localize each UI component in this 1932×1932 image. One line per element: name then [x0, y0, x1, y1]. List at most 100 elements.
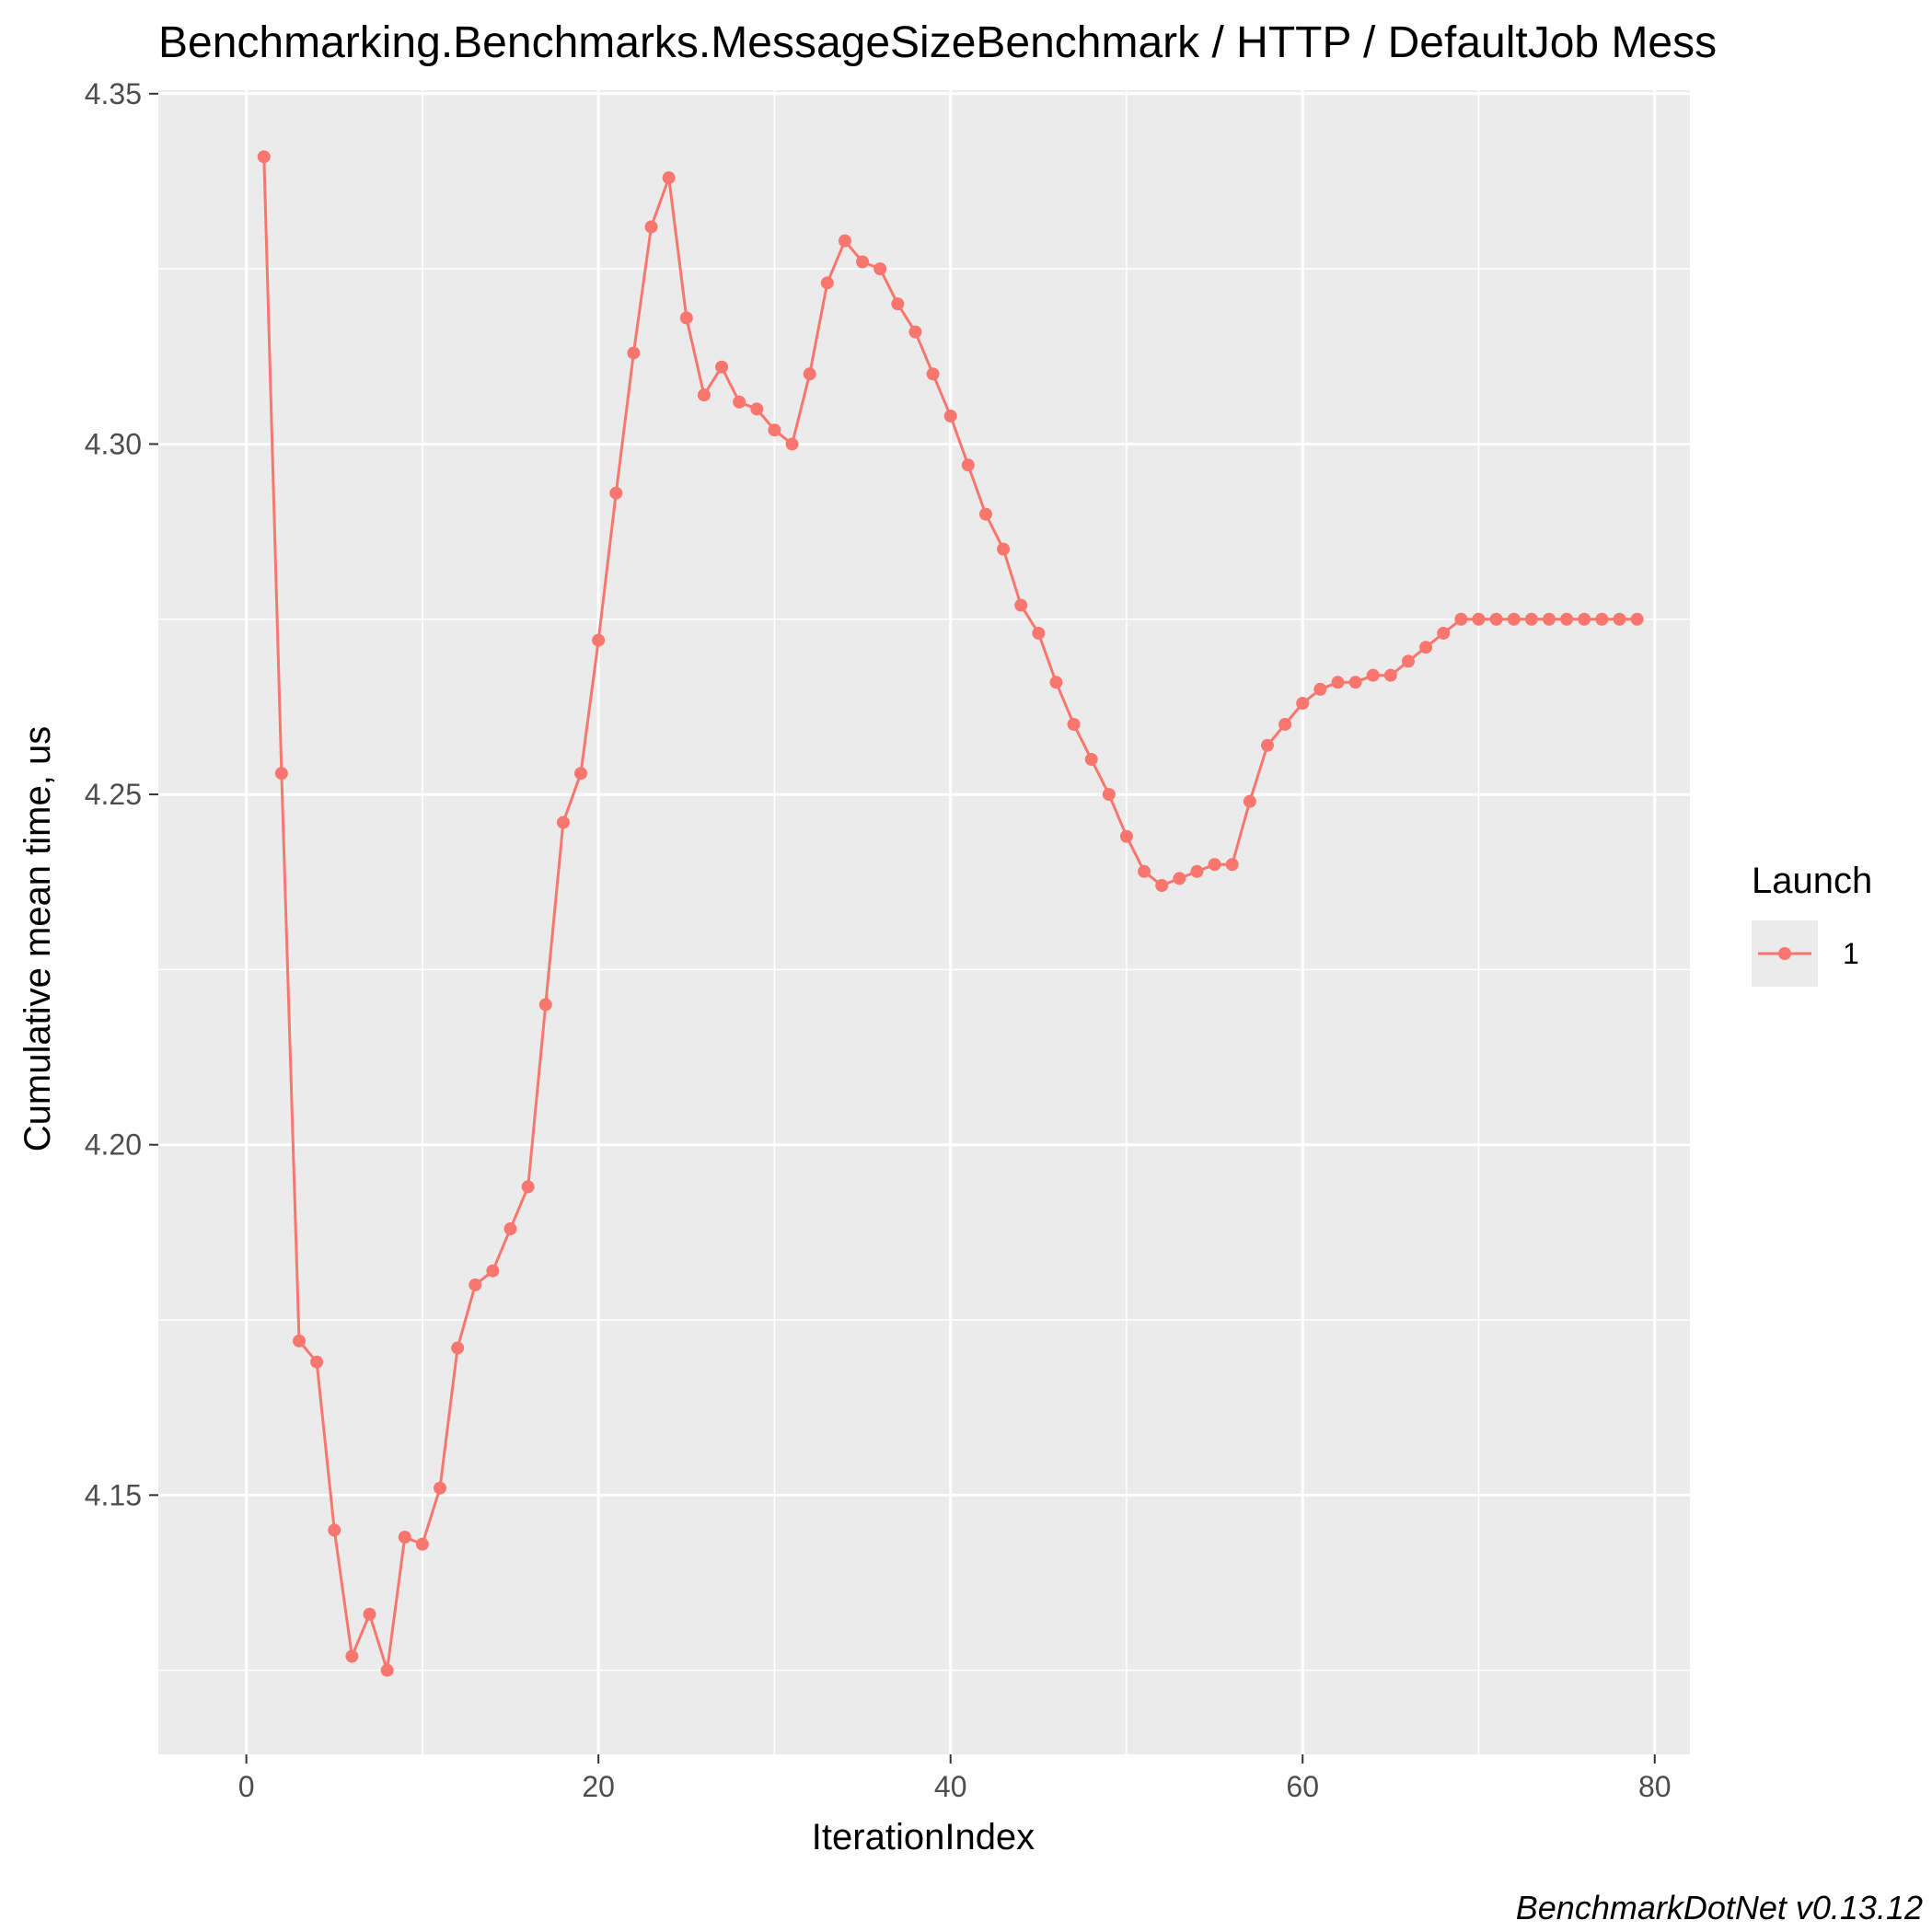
- data-point: [1260, 738, 1274, 752]
- legend: Launch 1: [1752, 861, 1872, 987]
- data-point: [1401, 654, 1415, 668]
- x-tick-label: 0: [238, 1770, 255, 1803]
- data-point: [1084, 753, 1098, 767]
- data-point: [1049, 676, 1063, 689]
- data-point: [943, 409, 957, 422]
- data-point: [697, 388, 711, 402]
- minor-gridlines: [158, 90, 1690, 1754]
- data-point: [662, 171, 676, 185]
- data-point: [310, 1355, 324, 1369]
- data-point: [1102, 788, 1116, 802]
- data-point: [1014, 598, 1028, 612]
- legend-label-1: 1: [1843, 937, 1859, 970]
- data-point: [785, 437, 799, 451]
- axis-ticks: 0 20 40 60 80 4.15 4.20 4.25 4.30 4.35: [85, 77, 1672, 1803]
- data-point: [1225, 858, 1239, 872]
- y-tick-label: 4.20: [85, 1128, 142, 1162]
- data-point: [1560, 612, 1574, 626]
- data-point: [363, 1607, 376, 1621]
- data-point: [1190, 864, 1204, 878]
- data-point: [1524, 612, 1538, 626]
- data-point: [1313, 682, 1327, 696]
- data-point: [873, 262, 887, 276]
- data-point: [293, 1334, 307, 1348]
- data-point: [1366, 668, 1380, 682]
- x-tick-label: 60: [1286, 1770, 1319, 1803]
- data-point: [1243, 794, 1256, 808]
- data-point: [978, 507, 992, 521]
- chart-title: Benchmarking.Benchmarks.MessageSizeBench…: [158, 18, 1717, 67]
- data-point: [961, 458, 975, 472]
- data-point: [451, 1341, 465, 1355]
- data-point: [1437, 626, 1451, 640]
- series-layer: [257, 150, 1644, 1677]
- data-point: [926, 367, 940, 381]
- data-point: [1578, 612, 1591, 626]
- data-point: [380, 1663, 394, 1677]
- data-point: [1138, 864, 1151, 878]
- data-point: [1383, 668, 1397, 682]
- data-point: [503, 1222, 517, 1236]
- data-point: [750, 402, 764, 416]
- data-point: [1630, 612, 1644, 626]
- data-point: [768, 423, 781, 437]
- data-point: [274, 767, 288, 781]
- data-point: [1489, 612, 1503, 626]
- y-tick-label: 4.25: [85, 778, 142, 811]
- data-point: [803, 367, 816, 381]
- legend-key-point: [1778, 947, 1791, 960]
- data-point: [1208, 858, 1221, 872]
- data-point: [1542, 612, 1556, 626]
- data-point: [1155, 879, 1169, 893]
- chart-caption: BenchmarkDotNet v0.13.12: [1516, 1889, 1923, 1926]
- data-point: [715, 360, 729, 374]
- data-point: [469, 1278, 482, 1291]
- data-point: [1296, 697, 1310, 711]
- data-point: [257, 150, 271, 164]
- data-point: [1278, 717, 1292, 731]
- data-point: [328, 1523, 341, 1537]
- data-point: [891, 297, 905, 311]
- y-tick-label: 4.30: [85, 427, 142, 460]
- data-point: [521, 1180, 535, 1194]
- data-point: [1595, 612, 1609, 626]
- data-point: [486, 1264, 500, 1278]
- data-point: [538, 998, 552, 1012]
- major-gridlines: [158, 90, 1690, 1754]
- data-point: [1119, 829, 1133, 843]
- data-point: [627, 346, 641, 360]
- data-point: [415, 1537, 429, 1551]
- data-point: [1173, 872, 1186, 885]
- data-point: [1348, 676, 1362, 689]
- data-point: [556, 816, 570, 829]
- x-tick-label: 20: [582, 1770, 615, 1803]
- plot-panel: [158, 90, 1690, 1754]
- y-tick-label: 4.15: [85, 1478, 142, 1511]
- data-point: [997, 542, 1011, 556]
- data-point: [1067, 717, 1081, 731]
- data-point: [398, 1531, 411, 1544]
- data-point: [1032, 626, 1046, 640]
- x-axis-title: IterationIndex: [812, 1817, 1035, 1857]
- y-axis-title: Cumulative mean time, us: [17, 726, 58, 1151]
- data-point: [733, 395, 746, 409]
- data-point: [856, 255, 870, 269]
- data-point: [574, 767, 588, 781]
- data-point: [1507, 612, 1521, 626]
- x-tick-label: 40: [934, 1770, 967, 1803]
- data-point: [679, 311, 693, 325]
- data-point: [609, 486, 623, 500]
- y-tick-label: 4.35: [85, 77, 142, 110]
- data-point: [592, 633, 606, 647]
- data-point: [1419, 641, 1433, 654]
- data-point: [838, 234, 851, 248]
- data-point: [820, 276, 834, 290]
- data-point: [1331, 676, 1345, 689]
- data-point: [345, 1649, 359, 1663]
- data-point: [908, 325, 922, 339]
- data-point: [1454, 612, 1468, 626]
- data-point: [644, 220, 658, 234]
- data-point: [434, 1481, 447, 1495]
- data-point: [1613, 612, 1626, 626]
